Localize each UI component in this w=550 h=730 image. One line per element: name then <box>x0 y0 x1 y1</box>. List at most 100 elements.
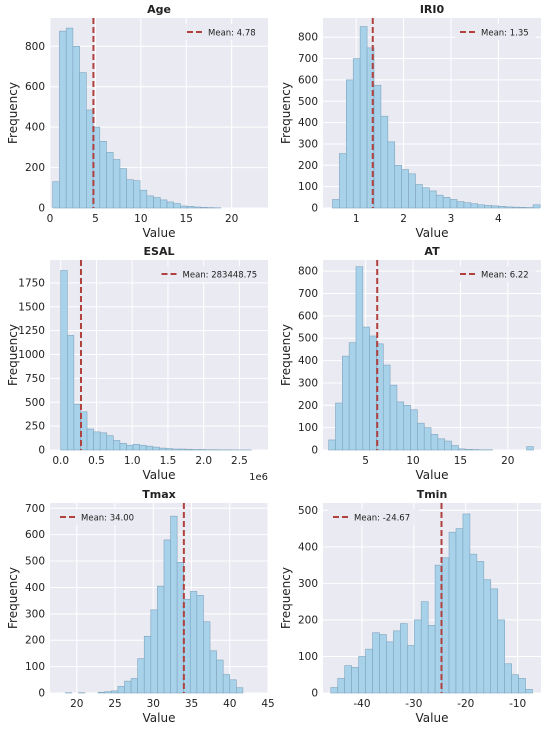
y-tick-label: 100 <box>25 661 45 673</box>
y-tick-label: 1500 <box>18 301 45 313</box>
histogram-bar <box>186 206 195 209</box>
y-tick-label: 400 <box>25 582 45 594</box>
x-tick-label: 1.5 <box>160 455 177 467</box>
x-tick-label: 35 <box>185 698 198 710</box>
histogram-bar <box>505 206 513 209</box>
y-tick-label: 300 <box>298 377 318 389</box>
histogram-bar <box>458 448 466 451</box>
x-axis-label: Value <box>143 468 176 482</box>
x-tick-label: 2.0 <box>195 455 212 467</box>
axis-exponent: 1e6 <box>249 472 268 483</box>
y-tick-label: 0 <box>311 445 318 457</box>
y-tick-label: 800 <box>298 32 318 44</box>
histogram-panel-at: Mean: 6.225 10 15 2001002003004005006007008… <box>279 245 541 482</box>
histogram-bar <box>111 690 119 694</box>
x-tick-label: 4 <box>495 213 502 225</box>
histogram-bar <box>525 689 533 694</box>
histogram-bar <box>379 634 387 694</box>
x-tick-label: 0.0 <box>52 455 69 467</box>
histogram-bar <box>469 553 478 694</box>
histogram-bar <box>518 207 527 209</box>
histogram-bar <box>93 431 101 451</box>
x-tick-label: -10 <box>509 698 526 710</box>
y-axis-label: Frequency <box>279 567 293 629</box>
x-tick-label: -20 <box>457 698 474 710</box>
y-tick-label: 600 <box>25 81 45 93</box>
x-tick-label: 1 <box>353 213 360 225</box>
y-tick-label: 200 <box>298 400 318 412</box>
histogram-bar <box>491 205 499 209</box>
x-axis-label: Value <box>143 711 176 725</box>
histogram-bar <box>119 168 127 209</box>
histogram-bar <box>99 140 107 209</box>
histogram-bar <box>423 427 432 451</box>
histogram-panel-iri0: Mean: 1.35 1 2 3 4 0 100 200 300 400 500 600 700 800 I… <box>279 3 541 240</box>
histogram-bar <box>117 686 125 694</box>
histogram-bar <box>504 663 512 694</box>
histogram-bar <box>185 448 193 451</box>
y-tick-label: 700 <box>298 53 318 65</box>
x-tick-label: 20 <box>501 455 514 467</box>
x-tick-label: 2.5 <box>231 455 248 467</box>
x-tick-label: 5 <box>362 455 369 467</box>
panel-title: ESAL <box>144 245 175 258</box>
legend-mean-label: Mean: 1.35 <box>481 29 529 39</box>
histogram-bar <box>112 159 121 209</box>
histogram-bar <box>476 561 485 694</box>
y-tick-label: 300 <box>298 138 318 150</box>
y-tick-label: 800 <box>298 266 318 278</box>
histogram-bar <box>451 445 459 451</box>
y-tick-label: 200 <box>298 160 318 172</box>
histogram-bar <box>157 585 165 694</box>
histogram-bar <box>113 440 121 451</box>
histogram-bar <box>380 115 389 209</box>
histogram-bar <box>526 446 534 451</box>
y-tick-label: 400 <box>298 355 318 367</box>
legend: Mean: -24.67 <box>328 509 420 525</box>
histogram-bar <box>339 153 347 209</box>
histogram-bar <box>328 439 336 451</box>
x-tick-label: 10 <box>406 455 419 467</box>
y-tick-label: 400 <box>298 117 318 129</box>
legend: Mean: 6.22 <box>455 266 536 282</box>
y-tick-label: 500 <box>298 333 318 345</box>
histogram-bar <box>358 656 366 694</box>
histogram-bar <box>484 205 492 209</box>
y-tick-label: 100 <box>298 181 318 193</box>
y-tick-label: 600 <box>298 74 318 86</box>
histogram-bar <box>393 630 401 694</box>
histogram-bar <box>394 165 402 209</box>
histogram-bar <box>165 448 173 451</box>
histogram-bar <box>236 687 244 694</box>
y-tick-label: 500 <box>25 556 45 568</box>
histogram-bar <box>145 445 154 451</box>
histogram-bar <box>216 659 224 694</box>
histogram-bar <box>97 691 106 694</box>
histogram-bar <box>124 680 132 694</box>
x-axis-label: Value <box>416 468 449 482</box>
x-axis-label: Value <box>416 226 449 240</box>
histogram-panel-tmin: Mean: -24.67 -40 -30 -20 -10 0 100 200 300 400 500… <box>279 488 541 725</box>
histogram-bar <box>119 443 127 451</box>
histogram-bar <box>126 179 134 209</box>
x-tick-label: 20 <box>225 213 238 225</box>
histogram-bar <box>470 203 479 209</box>
y-tick-label: 100 <box>298 651 318 663</box>
x-tick-label: -30 <box>405 698 422 710</box>
histogram-bar <box>348 342 357 451</box>
x-tick-label: 20 <box>70 698 83 710</box>
y-tick-label: 1000 <box>18 349 45 361</box>
x-tick-label: 2 <box>400 213 407 225</box>
histogram-bar <box>159 447 167 451</box>
histogram-bar <box>406 645 415 694</box>
legend: Mean: 1.35 <box>455 24 536 40</box>
histogram-bar <box>490 588 499 694</box>
histogram-bar <box>464 449 473 451</box>
histogram-bar <box>66 335 75 451</box>
y-tick-label: 100 <box>298 422 318 434</box>
histogram-bar <box>365 648 373 694</box>
histogram-bar <box>72 45 80 209</box>
y-tick-label: 300 <box>298 578 318 590</box>
y-tick-label: 800 <box>25 41 45 53</box>
y-tick-label: 500 <box>298 96 318 108</box>
